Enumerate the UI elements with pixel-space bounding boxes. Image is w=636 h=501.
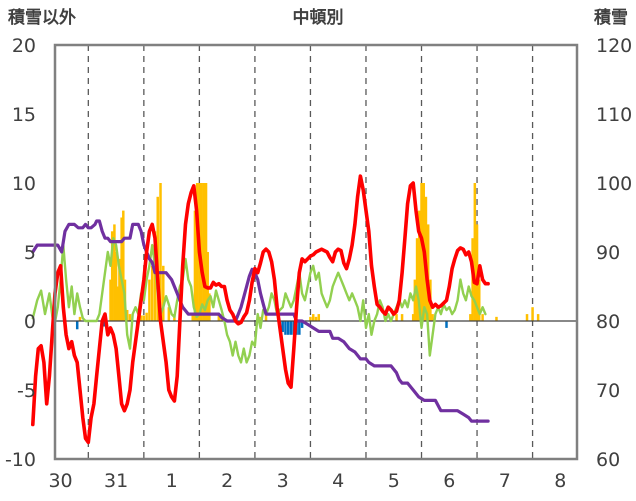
- bar: [109, 279, 112, 321]
- bar: [139, 315, 143, 321]
- bar: [128, 314, 132, 321]
- right-tick-label: 110: [596, 104, 632, 126]
- x-tick-label: 4: [332, 470, 344, 492]
- bar: [473, 183, 477, 321]
- x-tick-label: 3: [277, 470, 289, 492]
- bar: [259, 316, 262, 321]
- bar: [114, 252, 118, 321]
- bar: [495, 316, 498, 321]
- bar: [284, 321, 287, 335]
- left-axis-title: 積雪以外: [8, 7, 76, 28]
- bar: [167, 307, 171, 321]
- bar: [193, 210, 197, 321]
- bar: [264, 314, 268, 321]
- bar: [162, 265, 165, 321]
- series-line: [30, 174, 490, 445]
- left-axis-ticks: -10 -5 0 5 10 15 20: [5, 35, 36, 471]
- bar: [281, 321, 284, 333]
- bar: [102, 321, 106, 327]
- bar: [150, 265, 154, 321]
- bar: [431, 314, 434, 321]
- bar: [110, 231, 114, 321]
- left-tick-label: 10: [12, 173, 36, 195]
- day-separator-gridlines: [87, 45, 534, 459]
- bar: [208, 293, 211, 321]
- chart-title: 中頓別: [293, 7, 344, 28]
- bar: [413, 279, 417, 321]
- left-tick-label: -5: [17, 380, 36, 402]
- bar: [204, 183, 208, 321]
- right-axis-title: 積雪: [594, 7, 628, 28]
- x-tick-label: 6: [443, 470, 455, 492]
- x-tick-label: 5: [388, 470, 400, 492]
- right-tick-label: 120: [596, 35, 632, 57]
- x-tick-label: 8: [554, 470, 566, 492]
- x-tick-label: 30: [48, 470, 72, 492]
- left-tick-label: 0: [24, 311, 36, 333]
- bar: [298, 321, 301, 335]
- left-tick-label: 15: [12, 104, 36, 126]
- x-tick-label: 7: [499, 470, 511, 492]
- bar: [145, 312, 148, 321]
- right-tick-label: 70: [596, 380, 620, 402]
- right-tick-label: 90: [596, 242, 620, 264]
- bar: [217, 314, 221, 321]
- bar: [122, 210, 125, 321]
- bar: [159, 183, 162, 321]
- bar: [525, 314, 529, 321]
- bar: [415, 238, 419, 321]
- bar: [142, 315, 146, 321]
- bar: [395, 314, 398, 321]
- bar: [469, 314, 472, 321]
- right-tick-label: 100: [596, 173, 632, 195]
- bar: [113, 224, 116, 321]
- bar: [120, 217, 123, 321]
- right-axis-ticks: 60 70 80 90 100 110 120: [596, 35, 632, 471]
- bar: [195, 183, 199, 321]
- bar: [317, 314, 321, 321]
- axes: [53, 43, 579, 461]
- bar: [75, 321, 79, 330]
- bar: [445, 321, 448, 328]
- series-line: [31, 219, 490, 423]
- bar: [314, 316, 318, 321]
- bar: [116, 286, 120, 321]
- bar: [411, 314, 415, 321]
- bar: [125, 309, 129, 321]
- bar: [478, 279, 481, 321]
- bar: [118, 258, 121, 321]
- left-tick-label: 5: [24, 242, 36, 264]
- bar: [202, 183, 206, 321]
- right-tick-label: 80: [596, 311, 620, 333]
- x-tick-label: 1: [166, 470, 178, 492]
- x-tick-label: 31: [104, 470, 128, 492]
- bar: [289, 321, 293, 335]
- right-tick-label: 60: [596, 449, 620, 471]
- bar: [300, 321, 304, 328]
- x-tick-label: 2: [221, 470, 233, 492]
- bar: [78, 316, 82, 321]
- bar: [400, 314, 404, 321]
- bar: [200, 183, 203, 321]
- bar: [420, 183, 423, 321]
- bar: [191, 314, 194, 321]
- bar: [418, 210, 421, 321]
- bar: [311, 314, 315, 321]
- bar: [286, 321, 290, 335]
- bar: [536, 314, 540, 321]
- series-lines: [30, 174, 577, 445]
- bar: [309, 316, 312, 321]
- left-tick-label: 20: [12, 35, 36, 57]
- left-tick-label: -10: [5, 449, 36, 471]
- bar: [481, 314, 484, 321]
- plot-frame: [53, 43, 579, 461]
- bar: [531, 307, 534, 321]
- bar: [148, 279, 151, 321]
- x-axis-ticks: 30 31 1 2 3 4 5 6 7 8: [48, 470, 566, 492]
